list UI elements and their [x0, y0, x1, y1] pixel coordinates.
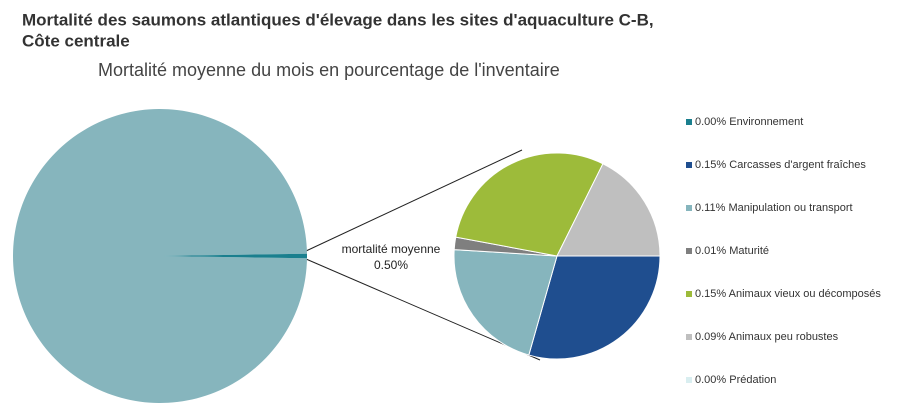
- legend-value: 0.11%: [695, 202, 726, 214]
- legend-label: 0.09% Animaux peu robustes: [695, 331, 839, 343]
- legend-swatch: [686, 291, 692, 297]
- legend-swatch: [686, 119, 692, 125]
- legend-value: 0.00%: [695, 116, 726, 128]
- legend-value: 0.09%: [695, 331, 726, 343]
- legend-label: 0.00% Prédation: [695, 374, 776, 386]
- legend-value: 0.00%: [695, 374, 726, 386]
- legend-swatch: [686, 248, 692, 254]
- legend-label: 0.00% Environnement: [695, 116, 803, 128]
- legend-name: Animaux peu robustes: [729, 331, 839, 343]
- pie-slice: [455, 152, 604, 257]
- chart-title: Côte centrale: [22, 31, 130, 50]
- legend-value: 0.15%: [695, 288, 726, 300]
- legend-value: 0.15%: [695, 159, 726, 171]
- chart-title: Mortalité des saumons atlantiques d'élev…: [22, 10, 654, 29]
- pie-slice: [453, 249, 558, 356]
- legend-name: Animaux vieux ou décomposés: [729, 288, 882, 300]
- legend-label: 0.11% Manipulation ou transport: [695, 202, 853, 214]
- legend-name: Maturité: [729, 245, 769, 257]
- pie-slice: [556, 163, 661, 257]
- chart-subtitle: Mortalité moyenne du mois en pourcentage…: [98, 60, 560, 80]
- legend-swatch: [686, 205, 692, 211]
- pie-slice: [160, 253, 308, 259]
- legend-value: 0.01%: [695, 245, 726, 257]
- slice-label: mortalité moyenne: [342, 242, 441, 256]
- legend-name: Manipulation ou transport: [728, 202, 852, 214]
- pie-slice: [12, 108, 307, 404]
- slice-value-label: 0.50%: [374, 258, 408, 272]
- legend-swatch: [686, 334, 692, 340]
- legend-label: 0.01% Maturité: [695, 245, 769, 257]
- legend-label: 0.15% Animaux vieux ou décomposés: [695, 288, 881, 300]
- legend-label: 0.15% Carcasses d'argent fraîches: [695, 159, 866, 171]
- legend-name: Carcasses d'argent fraîches: [729, 159, 866, 171]
- legend-name: Environnement: [729, 116, 803, 128]
- connector: [305, 149, 523, 252]
- legend-swatch: [686, 162, 692, 168]
- legend-swatch: [686, 377, 692, 383]
- legend-name: Prédation: [729, 374, 776, 386]
- pie-slice: [528, 255, 661, 360]
